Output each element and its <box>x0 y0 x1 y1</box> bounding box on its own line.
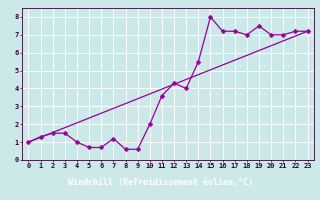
Text: Windchill (Refroidissement éolien,°C): Windchill (Refroidissement éolien,°C) <box>68 178 252 186</box>
